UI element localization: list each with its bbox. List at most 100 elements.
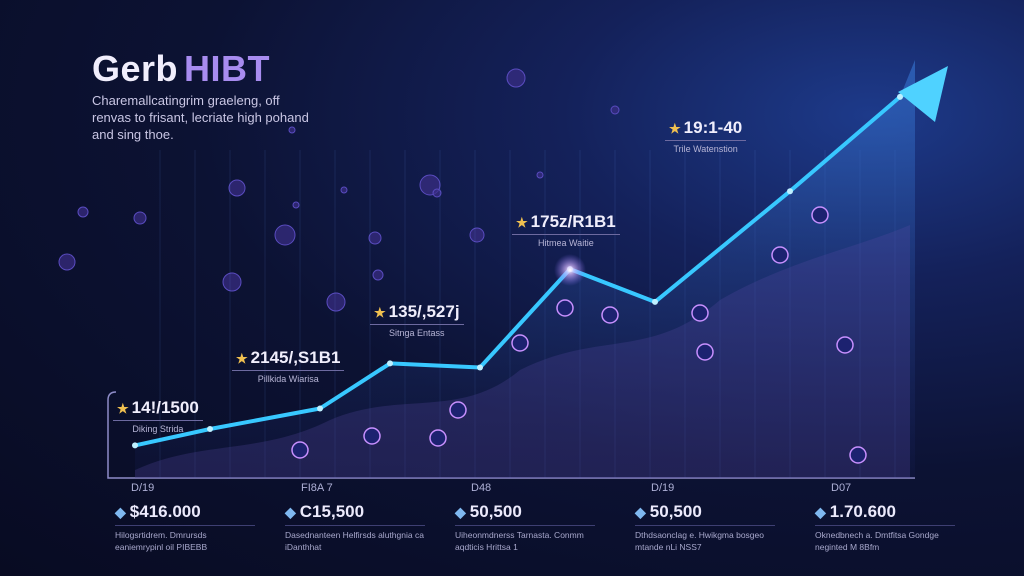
trophy-icon: ★ <box>117 401 129 416</box>
chart-annotation: ★ 19:1-40 Trile Watenstion <box>665 118 747 154</box>
subtitle: Charemallcatingrim graeleng, off renvas … <box>92 93 309 142</box>
trophy-icon: ★ <box>669 121 681 136</box>
annotation-value: ★ 175z/R1B1 <box>512 212 620 235</box>
stat-column: FI8A 7 ◆ C15,500 Dasednanteen Helfirsds alu… <box>285 482 425 553</box>
trophy-icon: ★ <box>374 305 386 320</box>
stat-amount: ◆ 50,500 <box>635 502 775 526</box>
stat-amount: ◆ 1.70.600 <box>815 502 955 526</box>
bubble-icon <box>292 201 300 209</box>
stat-amount: ◆ C15,500 <box>285 502 425 526</box>
stat-description: Hilogsrtidrem. Dmrursds eaniemrypinl oil… <box>115 530 208 552</box>
chart-axis-frame <box>107 391 915 479</box>
stat-date: D/19 <box>131 482 155 494</box>
bubble-icon <box>610 105 620 115</box>
stat-amount-text: $416.000 <box>129 502 201 521</box>
node-icon <box>836 336 854 354</box>
peak-glow <box>554 254 586 286</box>
stat-column: D07 ◆ 1.70.600 Oknedbnech a. Dmtfitsa Gondg… <box>815 482 955 553</box>
node-icon <box>449 401 467 419</box>
data-point <box>787 188 793 195</box>
bubble-icon <box>274 224 296 246</box>
stat-description: Dthdsaonclag e. Hwikgma bosgeo mtande nL… <box>635 530 764 552</box>
data-point <box>207 426 213 432</box>
data-point <box>387 360 393 367</box>
chart-annotation: ★ 14!/1500 Diking Strida <box>113 398 203 434</box>
bubble-icon <box>222 272 242 292</box>
title-main: Gerb <box>92 48 179 89</box>
bubble-icon <box>469 227 485 243</box>
title-accent: HIBT <box>184 48 271 89</box>
data-point <box>897 93 903 100</box>
node-icon <box>556 299 574 317</box>
trophy-icon: ★ <box>236 351 248 366</box>
bubble-icon <box>133 211 147 225</box>
bubble-icon <box>432 188 442 198</box>
stat-amount-text: 50,500 <box>649 502 702 521</box>
annotation-label: Hitmea Waitie <box>538 238 594 248</box>
chart-annotation: ★ 135/,527j Sitnga Entass <box>370 302 464 338</box>
annotation-label: Sitnga Entass <box>389 328 445 338</box>
data-point <box>132 442 138 449</box>
annotation-value-text: 14!/1500 <box>131 398 199 417</box>
chart-annotation: ★ 175z/R1B1 Hitmea Waitie <box>512 212 620 248</box>
stat-date: D07 <box>831 482 852 494</box>
arrow-head-icon <box>898 66 948 122</box>
stat-column: D48 ◆ 50,500 Uiheonmdnerss Tarnasta. Conmm … <box>455 482 595 553</box>
node-icon <box>429 429 447 447</box>
stat-amount-text: 1.70.600 <box>829 502 896 521</box>
node-icon <box>511 334 529 352</box>
stat-column: D/19 ◆ $416.000 Hilogsrtidrem. Dmrursds ean… <box>115 482 255 553</box>
annotation-label: Diking Strida <box>132 424 184 434</box>
node-icon <box>363 427 381 445</box>
annotation-value: ★ 14!/1500 <box>113 398 203 421</box>
stat-amount: ◆ 50,500 <box>455 502 595 526</box>
data-point <box>477 364 483 371</box>
stat-description: Uiheonmdnerss Tarnasta. Conmm aqdticis H… <box>455 530 584 552</box>
bubble-icon <box>372 269 384 281</box>
stat-amount-text: C15,500 <box>299 502 365 521</box>
stat-date: D48 <box>471 482 492 494</box>
bubble-icon <box>77 206 89 218</box>
annotation-value-text: 19:1-40 <box>683 118 743 137</box>
data-point <box>652 298 658 305</box>
bubble-icon <box>288 126 296 134</box>
bubble-icon <box>536 171 544 179</box>
stat-icon: ◆ <box>455 504 466 520</box>
stat-icon: ◆ <box>635 504 646 520</box>
stat-icon: ◆ <box>115 504 126 520</box>
node-icon <box>849 446 867 464</box>
node-icon <box>696 343 714 361</box>
annotation-value-text: 135/,527j <box>388 302 460 321</box>
annotation-value-text: 2145/,S1B1 <box>250 348 341 367</box>
data-point <box>317 405 323 412</box>
bubble-icon <box>368 231 382 245</box>
bubble-icon <box>340 186 348 194</box>
annotation-value: ★ 19:1-40 <box>665 118 747 141</box>
chart-annotation: ★ 2145/,S1B1 Pillkida Wiarisa <box>232 348 345 384</box>
page-title: Gerb HIBT <box>92 48 270 90</box>
node-icon <box>691 304 709 322</box>
stat-date: D/19 <box>651 482 675 494</box>
stat-date: FI8A 7 <box>301 482 333 494</box>
stat-description: Oknedbnech a. Dmtfitsa Gondge neginted M… <box>815 530 939 552</box>
bubble-icon <box>228 179 246 197</box>
stat-icon: ◆ <box>815 504 826 520</box>
chart-line <box>134 76 932 448</box>
annotation-label: Pillkida Wiarisa <box>257 374 319 384</box>
annotation-value: ★ 2145/,S1B1 <box>232 348 345 371</box>
annotation-label: Trile Watenstion <box>673 144 738 154</box>
stat-amount: ◆ $416.000 <box>115 502 255 526</box>
bubble-icon <box>506 68 526 88</box>
chart-area <box>135 60 915 478</box>
background-wave <box>135 225 910 478</box>
stat-icon: ◆ <box>285 504 296 520</box>
decorative-icons <box>58 68 620 312</box>
node-icon <box>771 246 789 264</box>
stat-column: D/19 ◆ 50,500 Dthdsaonclag e. Hwikgma bosge… <box>635 482 775 553</box>
trophy-icon: ★ <box>516 215 528 230</box>
bubble-icon <box>58 253 76 271</box>
node-icon <box>811 206 829 224</box>
annotation-value: ★ 135/,527j <box>370 302 464 325</box>
bubble-icon <box>326 292 346 312</box>
